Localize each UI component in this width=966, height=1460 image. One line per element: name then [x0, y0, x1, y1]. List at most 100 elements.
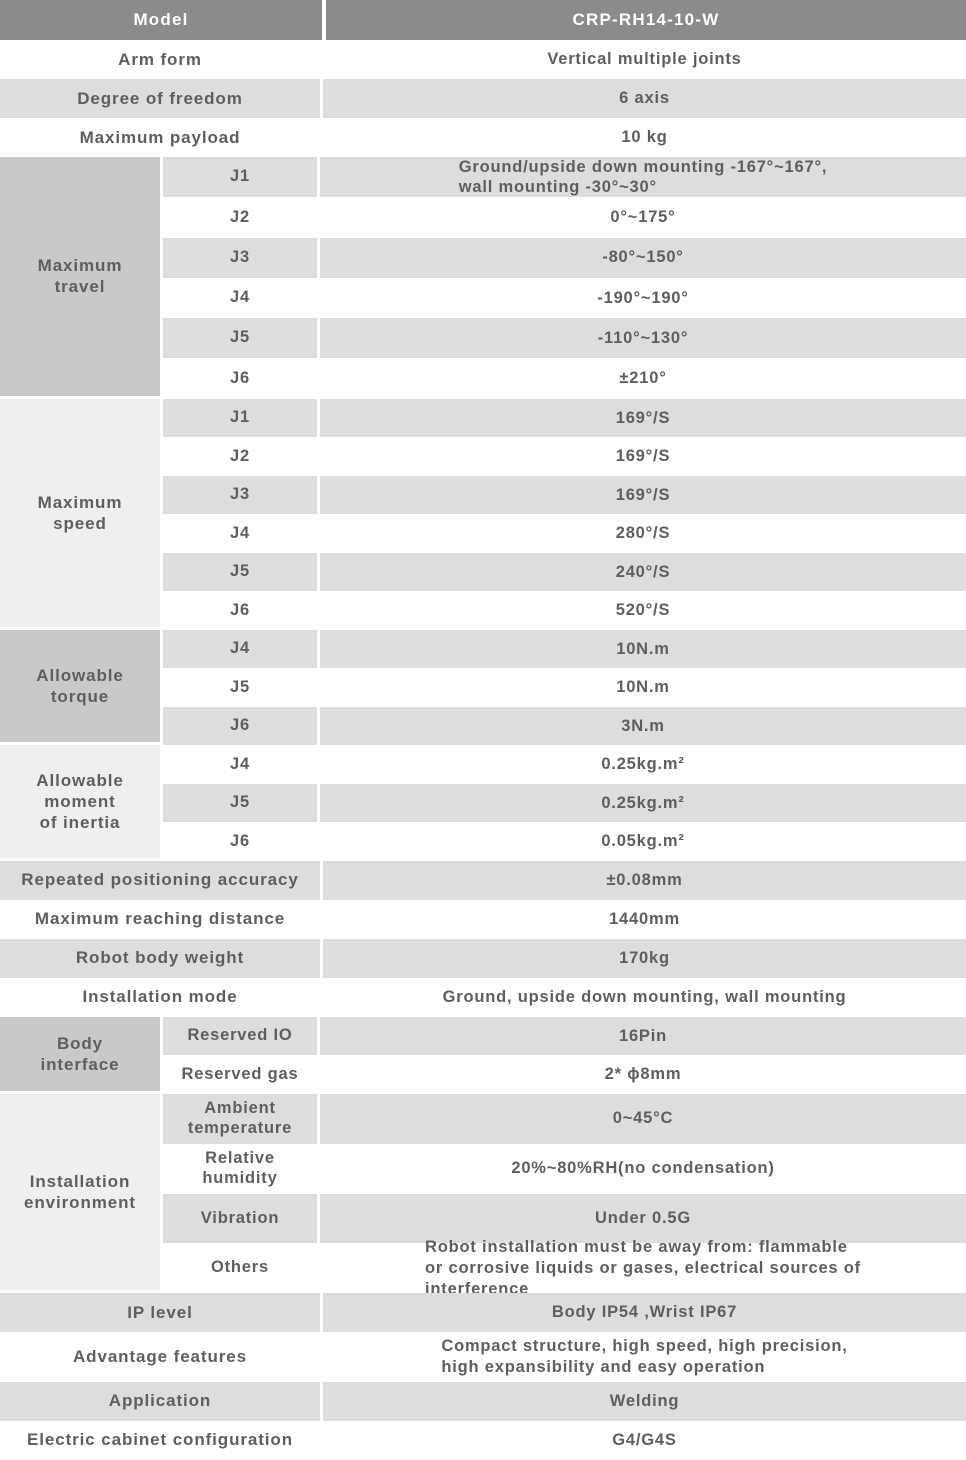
- group-label: Allowable torque: [0, 629, 163, 746]
- row-value: 170kg: [323, 938, 966, 978]
- group-subrow: J5 -110°~130°: [163, 318, 966, 359]
- row-value: Welding: [323, 1381, 966, 1421]
- subrow-value: 0.05kg.m²: [601, 832, 685, 851]
- group-label: Maximum speed: [0, 398, 163, 630]
- spec-group: Body interface Reserved IO 16Pin Reserved g…: [0, 1016, 966, 1094]
- subrow-value: 20%~80%RH(no condensation): [511, 1159, 775, 1178]
- group-subrow: J5 240°/S: [163, 552, 966, 592]
- group-subrow: Vibration Under 0.5G: [163, 1193, 966, 1244]
- subrow-value: 16Pin: [320, 1016, 966, 1056]
- group-subrow: J6 3N.m: [163, 706, 966, 746]
- group-subrow: J1 169°/S: [163, 398, 966, 438]
- subrow-label: J2: [163, 437, 320, 476]
- group-subrow: Relative humidity 20%~80%RH(no condensati…: [163, 1143, 966, 1194]
- spec-row: IP level Body IP54 ,Wrist IP67: [0, 1293, 966, 1333]
- group-label: Allowable moment of inertia: [0, 745, 163, 861]
- spec-row: Maximum payload 10 kg: [0, 118, 966, 157]
- spec-group: Allowable torque J4 10N.m J5 10N.m J6 3N.m: [0, 629, 966, 746]
- group-rows: Ambient temperature 0~45°C Relative humidi…: [163, 1093, 966, 1298]
- subrow-label: J6: [163, 822, 320, 861]
- row-value: G4/G4S: [612, 1430, 677, 1449]
- subrow-value: -80°~150°: [320, 237, 966, 278]
- group-rows: J1 Ground/upside down mounting -167°~167°…: [163, 157, 966, 399]
- row-label: Degree of freedom: [0, 79, 323, 118]
- row-value: Ground, upside down mounting, wall mount…: [442, 987, 847, 1006]
- group-subrow: Others Robot installation must be away fr…: [163, 1238, 966, 1297]
- spec-row: Robot body weight 170kg: [0, 938, 966, 978]
- group-subrow: J4 -190°~190°: [163, 277, 966, 319]
- subrow-label: J5: [163, 552, 320, 592]
- row-label: Maximum reaching distance: [0, 899, 323, 939]
- group-rows: J1 169°/S J2 169°/S J3 169°/S J4 280°/S J5 240°/S…: [163, 398, 966, 630]
- subrow-label: J5: [163, 783, 320, 823]
- subrow-label: J5: [163, 318, 320, 359]
- group-subrow: J4 10N.m: [163, 629, 966, 669]
- subrow-label: J4: [163, 745, 320, 784]
- subrow-label: J6: [163, 706, 320, 746]
- group-label: Body interface: [0, 1016, 163, 1094]
- subrow-value: 3N.m: [320, 706, 966, 746]
- group-subrow: J2 169°/S: [163, 437, 966, 476]
- subrow-label: Others: [163, 1243, 320, 1294]
- row-label: Repeated positioning accuracy: [0, 860, 323, 900]
- subrow-value: 280°/S: [615, 524, 671, 543]
- subrow-label: Reserved IO: [163, 1016, 320, 1056]
- group-rows: Reserved IO 16Pin Reserved gas 2* ϕ8mm: [163, 1016, 966, 1094]
- row-label: Arm form: [0, 40, 323, 79]
- subrow-value: 169°/S: [615, 447, 671, 466]
- row-value: Compact structure, high speed, high prec…: [323, 1332, 966, 1381]
- row-label: Electric cabinet configuration: [0, 1420, 323, 1460]
- subrow-value: 10N.m: [320, 629, 966, 669]
- subrow-label: J3: [163, 475, 320, 515]
- subrow-value: 240°/S: [320, 552, 966, 592]
- subrow-label: J6: [163, 358, 320, 399]
- spec-group: Maximum travel J1 Ground/upside down mount…: [0, 157, 966, 399]
- spec-group: Allowable moment of inertia J4 0.25kg.m² J5…: [0, 745, 966, 861]
- subrow-label: J3: [163, 237, 320, 278]
- subrow-value: Robot installation must be away from: fl…: [320, 1238, 966, 1297]
- row-label: Installation mode: [0, 977, 323, 1017]
- group-subrow: J2 0°~175°: [163, 197, 966, 238]
- group-subrow: Ambient temperature 0~45°C: [163, 1093, 966, 1144]
- subrow-value-text: Ground/upside down mounting -167°~167°, …: [458, 157, 828, 197]
- row-value: 1440mm: [609, 909, 680, 928]
- subrow-label: J2: [163, 197, 320, 238]
- row-label: Application: [0, 1381, 323, 1421]
- group-subrow: J6 520°/S: [163, 591, 966, 630]
- row-label: Robot body weight: [0, 938, 323, 978]
- group-rows: J4 0.25kg.m² J5 0.25kg.m² J6 0.05kg.m²: [163, 745, 966, 861]
- spec-row: Repeated positioning accuracy ±0.08mm: [0, 860, 966, 900]
- subrow-label: J4: [163, 514, 320, 553]
- spec-row: Electric cabinet configuration G4/G4S: [0, 1420, 966, 1460]
- subrow-value: 169°/S: [320, 475, 966, 515]
- subrow-label: J1: [163, 157, 320, 198]
- spec-group: Installation environment Ambient temperat…: [0, 1093, 966, 1298]
- table-header-row: Model CRP-RH14-10-W: [0, 0, 966, 40]
- group-subrow: Reserved gas 2* ϕ8mm: [163, 1055, 966, 1094]
- subrow-label: J4: [163, 277, 320, 319]
- subrow-value: 0.25kg.m²: [320, 783, 966, 823]
- subrow-value: 2* ϕ8mm: [604, 1065, 682, 1084]
- group-label: Installation environment: [0, 1093, 163, 1294]
- subrow-value: Ground/upside down mounting -167°~167°, …: [320, 157, 966, 198]
- group-subrow: J5 10N.m: [163, 668, 966, 707]
- row-value: Vertical multiple joints: [547, 50, 742, 68]
- group-subrow: J3 169°/S: [163, 475, 966, 515]
- row-label: IP level: [0, 1293, 323, 1333]
- subrow-value: 0°~175°: [610, 208, 676, 227]
- group-subrow: J4 280°/S: [163, 514, 966, 553]
- row-label: Maximum payload: [0, 118, 323, 157]
- header-model-label: Model: [0, 0, 326, 40]
- subrow-value: 520°/S: [615, 601, 671, 620]
- row-value: 6 axis: [323, 79, 966, 118]
- subrow-label: Ambient temperature: [163, 1093, 320, 1144]
- spec-row: Installation mode Ground, upside down mou…: [0, 977, 966, 1017]
- group-subrow: J1 Ground/upside down mounting -167°~167°…: [163, 157, 966, 198]
- subrow-value: ±210°: [619, 369, 667, 388]
- spec-row: Application Welding: [0, 1381, 966, 1421]
- subrow-value: -190°~190°: [597, 288, 689, 307]
- subrow-label: Reserved gas: [163, 1055, 320, 1094]
- subrow-label: J5: [163, 668, 320, 707]
